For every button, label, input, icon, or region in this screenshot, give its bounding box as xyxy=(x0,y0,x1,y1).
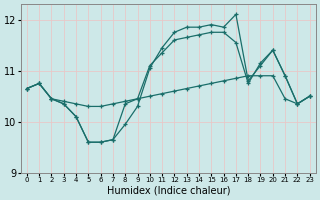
X-axis label: Humidex (Indice chaleur): Humidex (Indice chaleur) xyxy=(107,186,230,196)
